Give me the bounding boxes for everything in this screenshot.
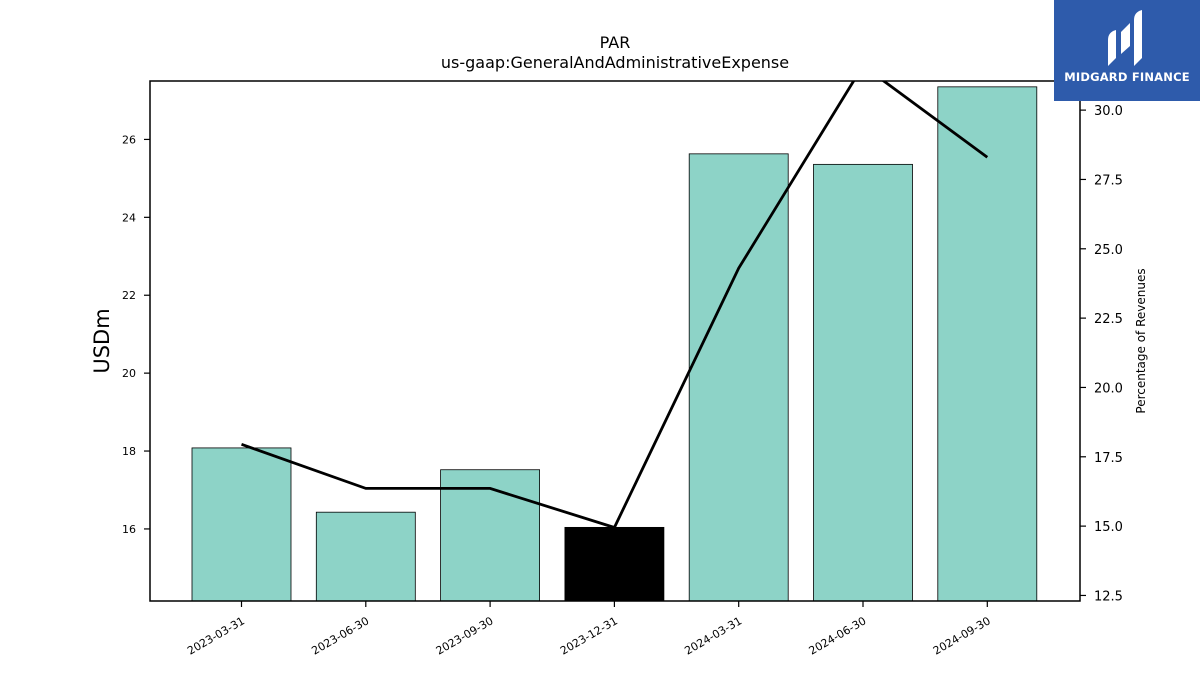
line-group <box>241 81 989 530</box>
bar <box>191 447 292 602</box>
y2-tick-label: 27.5 <box>1094 173 1123 188</box>
x-tick-label: 2024-09-30 <box>931 614 993 657</box>
y2-tick-label: 30.0 <box>1094 104 1123 119</box>
x-tick-label: 2023-12-31 <box>558 614 620 657</box>
midgard-finance-logo: MIDGARD FINANCE <box>1054 0 1200 101</box>
percentage-line <box>241 81 989 530</box>
y2-tick-label: 20.0 <box>1094 381 1123 396</box>
x-axis-ticks: 2023-03-31 2023-06-30 2023-09-30 2023-12-31… <box>185 601 993 658</box>
y-axis-ticks: 16 18 20 22 24 26 <box>122 133 150 536</box>
y-tick-label: 22 <box>122 289 136 302</box>
chart-subtitle: us-gaap:GeneralAndAdministrativeExpense <box>441 53 789 72</box>
y2-tick-label: 15.0 <box>1094 520 1123 535</box>
y2-axis-label: Percentage of Revenues <box>1134 268 1148 413</box>
y-tick-label: 26 <box>122 133 136 146</box>
chart-title: PAR <box>600 33 631 52</box>
bar <box>315 511 416 602</box>
y-tick-label: 20 <box>122 367 136 380</box>
y2-axis-ticks: 12.5 15.0 17.5 20.0 22.5 25.0 27.5 30.0 <box>1080 104 1123 604</box>
y-tick-label: 16 <box>122 523 136 536</box>
bar <box>813 163 913 602</box>
x-tick-label: 2023-06-30 <box>309 614 371 657</box>
bar <box>440 469 541 602</box>
x-tick-label: 2024-03-31 <box>682 614 744 657</box>
bar <box>564 526 665 602</box>
y2-tick-label: 22.5 <box>1094 312 1123 327</box>
y-axis-label: USDm <box>90 308 114 373</box>
y2-tick-label: 12.5 <box>1094 589 1123 604</box>
x-tick-label: 2024-06-30 <box>807 614 869 657</box>
y-tick-label: 24 <box>122 211 136 224</box>
bar <box>688 153 789 602</box>
bars-group <box>191 86 1038 602</box>
x-tick-label: 2023-03-31 <box>185 614 247 657</box>
y2-tick-label: 17.5 <box>1094 451 1123 466</box>
plot-frame <box>149 80 1081 602</box>
y-tick-label: 18 <box>122 445 136 458</box>
logo-mark-icon <box>1108 10 1142 66</box>
x-tick-label: 2023-09-30 <box>434 614 496 657</box>
logo-text: MIDGARD FINANCE <box>1064 70 1190 84</box>
y2-tick-label: 25.0 <box>1094 243 1123 258</box>
bar <box>937 86 1038 602</box>
